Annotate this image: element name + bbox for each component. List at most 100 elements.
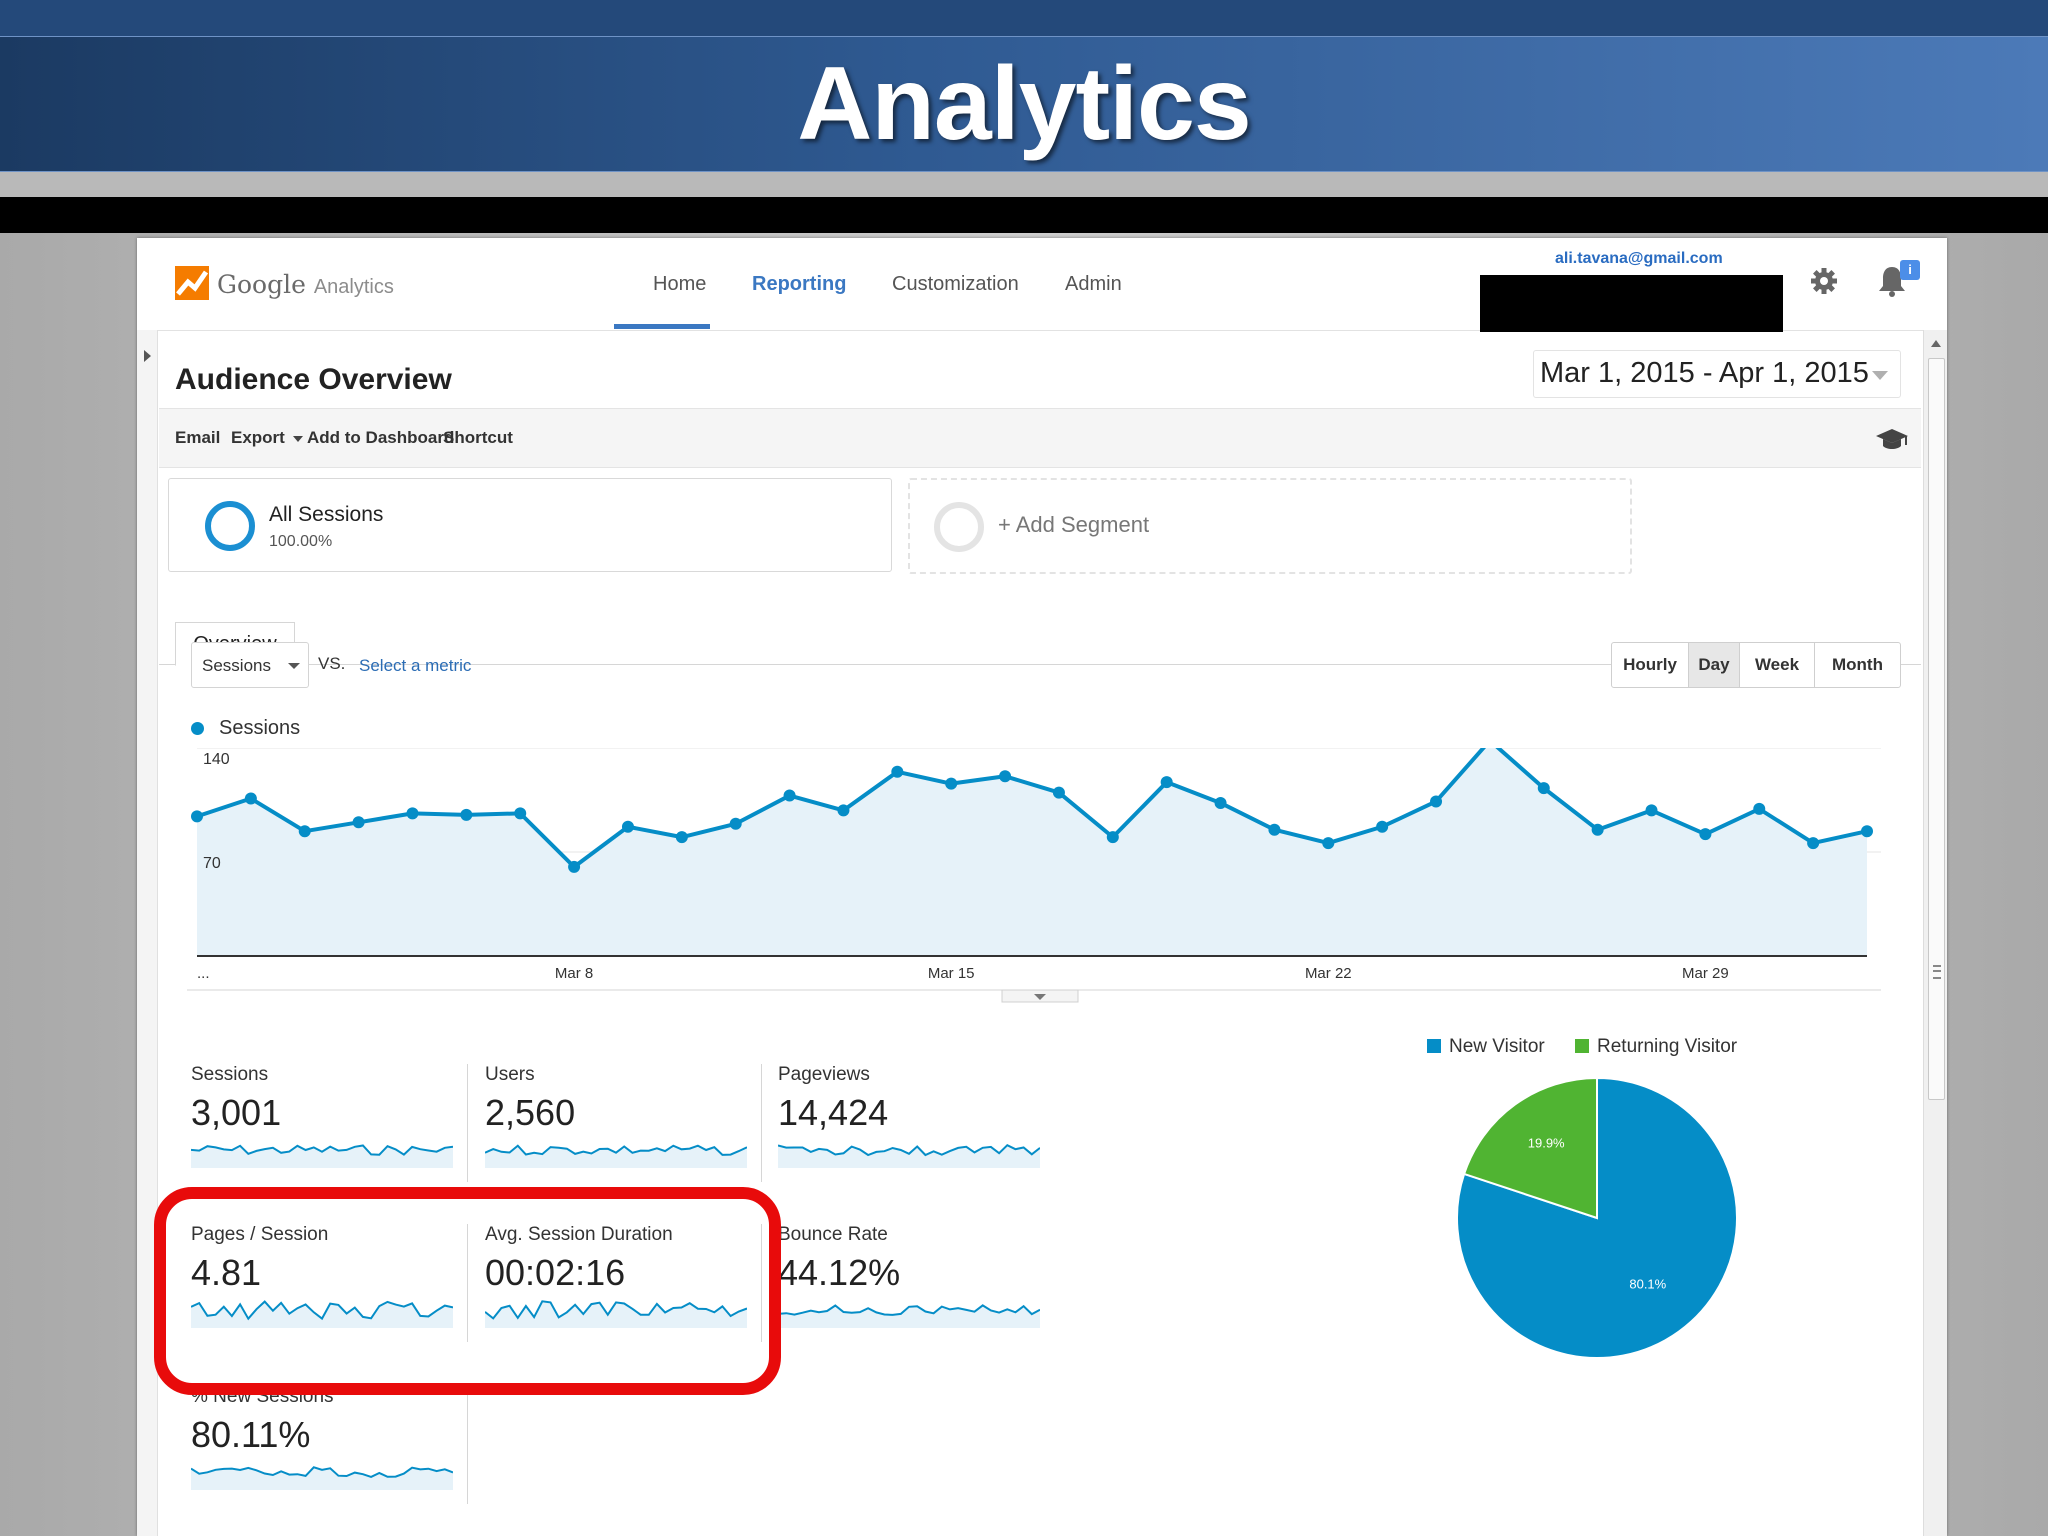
data-point	[1699, 828, 1712, 841]
legend-swatch-returning	[1575, 1039, 1589, 1053]
nav-home[interactable]: Home	[653, 273, 707, 295]
bell-icon[interactable]	[1877, 264, 1907, 298]
nav-reporting[interactable]: Reporting	[752, 273, 847, 295]
sparkline-line	[191, 1300, 453, 1321]
kpi-card[interactable]: Sessions 3,001	[191, 1064, 481, 1174]
kpi-card[interactable]: Avg. Session Duration 00:02:16	[485, 1224, 775, 1334]
segment-ring-empty-icon	[934, 502, 984, 552]
sparkline-line	[485, 1300, 747, 1320]
kpi-card[interactable]: Pageviews 14,424	[778, 1064, 1068, 1174]
data-point	[1537, 782, 1550, 795]
nav-admin[interactable]: Admin	[1065, 273, 1122, 295]
add-to-dashboard-button[interactable]: Add to Dashboard	[307, 428, 455, 447]
scroll-up-icon[interactable]	[1931, 340, 1941, 347]
chart-collapse-icon	[1034, 994, 1046, 1000]
x-tick-label: ...	[197, 965, 210, 982]
data-point	[999, 770, 1012, 783]
analytics-logo-icon	[175, 266, 209, 300]
slide-black-bar	[0, 197, 2048, 233]
data-point	[568, 860, 581, 873]
x-tick-label: Mar 29	[1682, 965, 1729, 982]
sessions-legend-label: Sessions	[219, 717, 301, 739]
email-button[interactable]: Email	[175, 428, 221, 447]
sparkline-line	[191, 1466, 453, 1478]
kpi-label: Bounce Rate	[778, 1224, 888, 1245]
kpi-sparkline	[485, 1144, 747, 1168]
pie-legend-new-label: New Visitor	[1449, 1036, 1545, 1057]
sidebar-toggle[interactable]	[137, 330, 158, 1536]
kpi-card[interactable]: Pages / Session 4.81	[191, 1224, 481, 1334]
kpi-card[interactable]: % New Sessions 80.11%	[191, 1386, 481, 1496]
visitor-pie-chart[interactable]: 80.1% 19.9%	[1447, 1068, 1747, 1368]
granularity-hourly-button[interactable]: Hourly	[1612, 643, 1689, 687]
kpi-divider	[761, 1224, 762, 1342]
metric-dropdown[interactable]: Sessions	[191, 642, 309, 688]
segment-all-sessions[interactable]: All Sessions 100.00%	[168, 478, 892, 572]
account-email[interactable]: ali.tavana@gmail.com	[1555, 250, 1723, 267]
segment-title: All Sessions	[269, 503, 384, 526]
kpi-value: 4.81	[191, 1252, 262, 1293]
nav-customization[interactable]: Customization	[892, 273, 1019, 295]
y-tick-label: 140	[203, 751, 230, 768]
data-point	[460, 808, 473, 821]
sparkline-line	[191, 1144, 453, 1156]
granularity-month-button[interactable]: Month	[1832, 655, 1883, 674]
data-point	[837, 804, 850, 817]
add-segment-box[interactable]: + Add Segment	[908, 478, 1632, 574]
slide-top-band	[0, 0, 2048, 36]
export-label: Export	[231, 428, 285, 447]
data-point	[298, 825, 311, 838]
data-point	[1591, 823, 1604, 836]
granularity-week-button[interactable]: Week	[1740, 643, 1815, 687]
date-range-picker[interactable]: Mar 1, 2015 - Apr 1, 2015	[1533, 350, 1901, 398]
data-point	[1861, 825, 1873, 838]
kpi-sparkline	[191, 1300, 453, 1328]
export-button[interactable]: Export	[231, 428, 303, 448]
legend-swatch-new	[1427, 1039, 1441, 1053]
kpi-value: 00:02:16	[485, 1252, 626, 1293]
logo-google: Google	[217, 270, 306, 299]
scroll-thumb[interactable]	[1928, 358, 1945, 1100]
kpi-card[interactable]: Bounce Rate 44.12%	[778, 1224, 1068, 1334]
data-point	[1430, 795, 1443, 808]
report-toolbar: Email Export Add to Dashboard Shortcut	[159, 408, 1921, 468]
pie-legend-returning-label: Returning Visitor	[1597, 1036, 1738, 1057]
kpi-sparkline	[191, 1144, 453, 1168]
pie-slice-label: 80.1%	[1629, 1276, 1666, 1291]
pie-slice-label: 19.9%	[1528, 1136, 1565, 1151]
pie-legend-new: New Visitor	[1427, 1036, 1545, 1058]
select-metric-link[interactable]: Select a metric	[359, 656, 472, 675]
sessions-line-chart[interactable]: 140 70... Mar 8 Mar 15 Mar 22 Mar 29	[187, 748, 1891, 1048]
granularity-switcher: Hourly Day Week Month	[1611, 642, 1901, 688]
kpi-sparkline	[191, 1466, 453, 1490]
x-tick-label: Mar 15	[928, 965, 975, 982]
date-range-text: Mar 1, 2015 - Apr 1, 2015	[1540, 357, 1869, 389]
kpi-label: Sessions	[191, 1064, 269, 1085]
sparkline-fill	[485, 1145, 747, 1168]
data-point	[891, 765, 904, 778]
pie-legend-returning: Returning Visitor	[1575, 1036, 1737, 1058]
granularity-day-button[interactable]: Day	[1689, 643, 1740, 687]
sessions-legend-dot	[191, 722, 204, 735]
highlight-annotation	[154, 1187, 781, 1395]
slide-title: Analytics	[797, 46, 1251, 162]
data-point	[1753, 802, 1766, 815]
kpi-sparkline	[778, 1143, 1040, 1168]
shortcut-button[interactable]: Shortcut	[443, 428, 513, 447]
y-tick-label: 70	[203, 855, 221, 872]
analytics-window: Google Analytics Home Reporting Customiz…	[137, 238, 1947, 1536]
kpi-card[interactable]: Users 2,560	[485, 1064, 775, 1174]
logo-text: Google Analytics	[217, 270, 394, 299]
kpi-divider	[467, 1386, 468, 1504]
kpi-sparkline	[778, 1304, 1040, 1328]
notification-badge[interactable]: i	[1900, 260, 1920, 280]
sparkline-fill	[191, 1145, 453, 1168]
scrollbar[interactable]	[1923, 330, 1947, 1536]
pie-slice	[1462, 1076, 1598, 1220]
data-point	[1807, 837, 1820, 850]
data-point	[1268, 823, 1281, 836]
graduation-cap-icon[interactable]	[1875, 427, 1909, 451]
gear-icon[interactable]	[1809, 266, 1839, 296]
kpi-divider	[467, 1224, 468, 1342]
export-caret-icon	[292, 435, 303, 442]
